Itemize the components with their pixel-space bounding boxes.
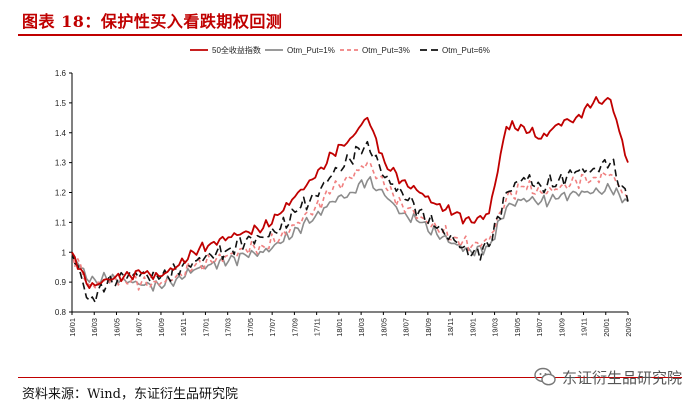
x-tick-label: 19/07: [535, 318, 544, 337]
title-rule: [18, 34, 682, 36]
x-tick-label: 20/03: [624, 318, 633, 337]
x-tick-label: 18/01: [335, 318, 344, 337]
axes: 0.8 0.9 1 1.1 1.2 1.3 1.4 1.5 1.6 16/01 16/03 16/05…: [55, 69, 633, 337]
y-tick-label: 0.9: [55, 278, 67, 287]
y-tick-label: 1: [62, 248, 67, 257]
y-tick-label: 1.1: [55, 218, 67, 227]
x-tick-label: 19/05: [513, 318, 522, 337]
x-tick-label: 17/01: [201, 318, 210, 337]
legend-label-2: Otm_Put=3%: [362, 46, 410, 55]
x-tick-label: 17/11: [313, 318, 322, 336]
y-tick-label: 1.6: [55, 69, 67, 78]
series-line-3: [71, 140, 629, 304]
x-tick-label: 19/03: [491, 318, 500, 337]
x-tick-label: 20/01: [602, 318, 611, 337]
series-line-2: [71, 161, 629, 291]
wechat-icon: [534, 367, 556, 386]
x-tick-label: 17/03: [224, 318, 233, 337]
x-tick-label: 18/11: [446, 318, 455, 336]
x-tick-label: 16/11: [179, 318, 188, 336]
x-tick-label: 16/03: [90, 318, 99, 337]
legend-label-0: 50全收益指数: [212, 45, 261, 55]
x-tick-label: 17/07: [268, 318, 277, 337]
title-bar: 图表 18：保护性买入看跌期权回测: [0, 0, 700, 34]
x-tick-label: 18/09: [424, 318, 433, 337]
y-tick-label: 1.2: [55, 189, 67, 198]
x-tick-label: 16/09: [157, 318, 166, 337]
x-tick-label: 16/07: [135, 318, 144, 337]
footer-rule: [18, 377, 682, 378]
line-chart: 50全收益指数 Otm_Put=1% Otm_Put=3% Otm_Put=6% 0.…: [55, 45, 633, 337]
x-tick-label: 16/01: [68, 318, 77, 337]
legend-label-1: Otm_Put=1%: [287, 46, 335, 55]
watermark-text: 东证衍生品研究院: [561, 368, 682, 387]
x-tick-label: 17/05: [246, 318, 255, 337]
y-tick-label: 1.4: [55, 129, 67, 138]
watermark: 东证衍生品研究院: [534, 364, 682, 390]
x-tick-label: 17/09: [290, 318, 299, 337]
plot-lines: [71, 96, 629, 304]
x-tick-label: 16/05: [112, 318, 121, 337]
x-tick-label: 18/05: [379, 318, 388, 337]
chart-title: 图表 18：保护性买入看跌期权回测: [22, 12, 283, 31]
y-tick-label: 1.5: [55, 99, 67, 108]
source-note: 资料来源：Wind，东证衍生品研究院: [22, 387, 238, 402]
chart-area: 50全收益指数 Otm_Put=1% Otm_Put=3% Otm_Put=6% 0.…: [0, 40, 700, 345]
x-tick-label: 19/01: [468, 318, 477, 337]
x-tick-label: 19/09: [557, 318, 566, 337]
x-tick-label: 18/07: [402, 318, 411, 337]
legend: 50全收益指数 Otm_Put=1% Otm_Put=3% Otm_Put=6%: [190, 45, 490, 55]
y-tick-label: 1.3: [55, 159, 67, 168]
series-line-1: [71, 176, 629, 292]
y-tick-label: 0.8: [55, 308, 67, 317]
x-tick-label: 19/11: [580, 318, 589, 336]
series-line-0: [71, 96, 629, 289]
legend-label-3: Otm_Put=6%: [442, 46, 490, 55]
x-tick-label: 18/03: [357, 318, 366, 337]
